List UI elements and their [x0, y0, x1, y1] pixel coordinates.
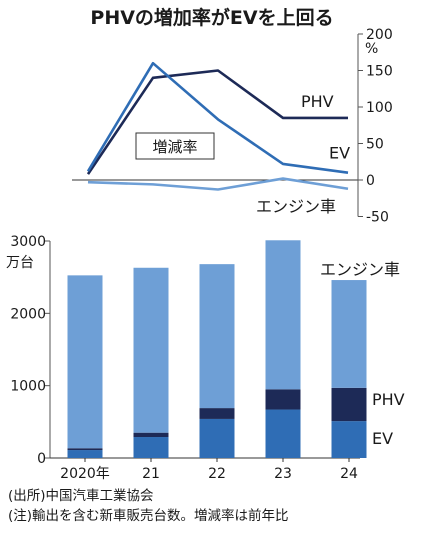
- bar-y-tick-label: 3000: [10, 234, 46, 250]
- bar-segment-engine: [199, 264, 235, 409]
- line-y-tick-label: 200: [366, 27, 393, 43]
- line-label-box: [135, 132, 215, 160]
- line-y-tick-label: 150: [366, 64, 393, 80]
- line-series-label: EV: [329, 144, 350, 163]
- bar-segment-phv: [265, 389, 301, 410]
- bar-y-tick-label: 1000: [10, 379, 46, 395]
- source-note: (出所)中国汽車工業協会: [8, 488, 154, 504]
- sales-stacked-bar-chart: 0 1000 2000 3000 万台 2020年 21 22 23 24 EV PHV エンジン車: [6, 234, 405, 482]
- line-y-tick-label: 100: [366, 100, 393, 116]
- bar-segment-ev: [133, 437, 169, 458]
- bar-series-label: PHV: [372, 390, 405, 409]
- line-y-tick-label: 0: [366, 173, 375, 189]
- bar-segment-ev: [67, 450, 103, 458]
- growth-rate-line-chart: -50 0 50 100 150 200% 増減率 PHV EV エンジン車: [72, 27, 393, 226]
- bar-series-label: EV: [372, 429, 393, 448]
- bar-segment-ev: [199, 418, 235, 458]
- line-series-phv: [86, 69, 348, 175]
- bar-segment-phv: [199, 408, 235, 419]
- bar-segment-phv: [67, 448, 103, 451]
- bar-segment-phv: [133, 432, 169, 438]
- line-y-unit: %: [365, 41, 378, 57]
- bar-y-tick-label: 0: [37, 451, 46, 467]
- bar-segment-ev: [331, 421, 367, 458]
- line-series-label: PHV: [301, 92, 334, 111]
- bar-x-tick-label: 23: [274, 466, 292, 482]
- footnote: (注)輸出を含む新車販売台数。増減率は前年比: [8, 508, 289, 524]
- bar-segment-engine: [265, 240, 301, 390]
- line-chart-label: 増減率: [152, 138, 197, 156]
- bar-x-tick-label: 2020年: [60, 466, 110, 482]
- bar-segment-engine: [133, 267, 169, 433]
- bar-x-tick-label: 21: [142, 466, 160, 482]
- bar-series-label: エンジン車: [320, 260, 400, 279]
- bar-y-unit: 万台: [6, 255, 34, 271]
- line-y-tick-label: -50: [366, 210, 389, 226]
- line-y-tick-label: 50: [366, 137, 384, 153]
- bar-y-tick-label: 2000: [10, 306, 46, 322]
- bar-x-tick-label: 24: [340, 466, 358, 482]
- bar-segment-engine: [67, 275, 103, 449]
- bar-x-tick-label: 22: [208, 466, 226, 482]
- bar-segment-engine: [331, 280, 367, 388]
- bar-segment-phv: [331, 387, 367, 422]
- chart-title: PHVの増加率がEVを上回る: [90, 6, 333, 29]
- line-series-label: エンジン車: [256, 197, 336, 216]
- bar-segment-ev: [265, 409, 301, 458]
